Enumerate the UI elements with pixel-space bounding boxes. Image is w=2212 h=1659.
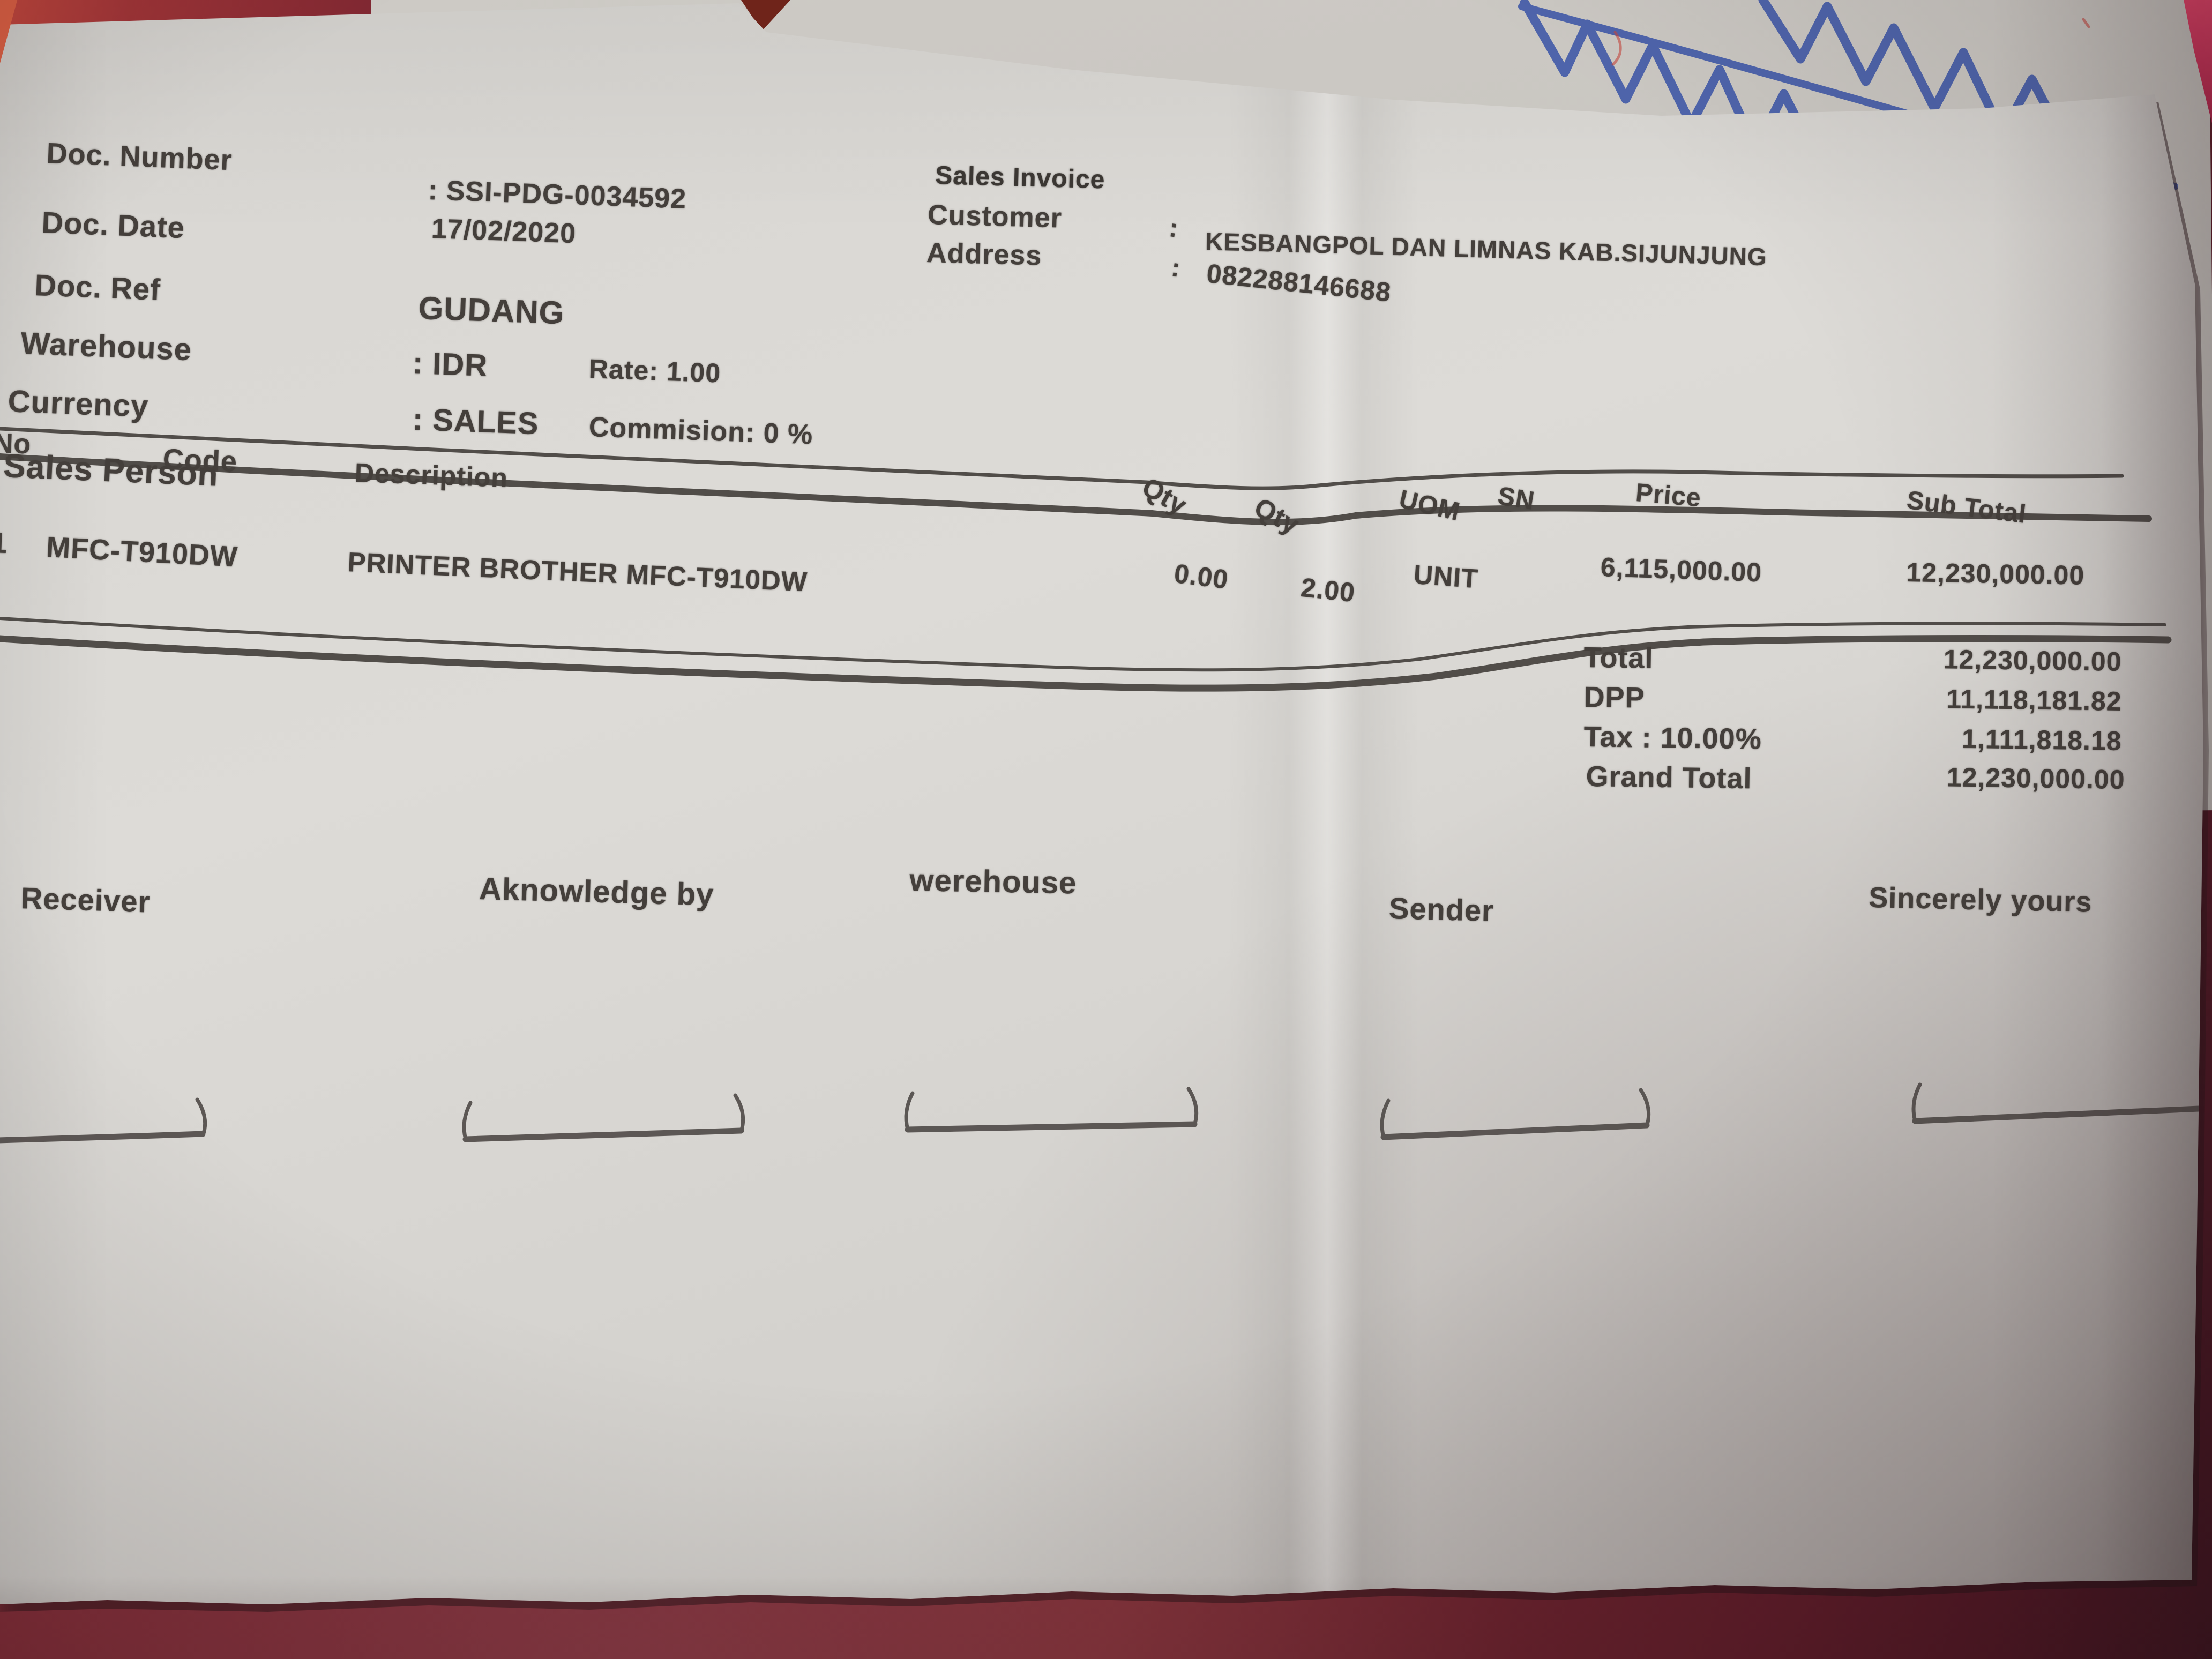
row-qty2: 2.00 [1299, 572, 1357, 608]
signature-sender: Sender [1388, 891, 1494, 928]
column-header-price: Price [1634, 478, 1702, 513]
row-no: 1 [0, 526, 8, 560]
column-header-uom: UOM [1396, 484, 1463, 527]
row-price: 6,115,000.00 [1600, 552, 1763, 588]
doc-date-value: 17/02/2020 [430, 213, 577, 250]
doc-date-label: Doc. Date [41, 205, 186, 245]
total-value: 12,230,000.00 [1943, 644, 2122, 677]
row-uom: UNIT [1413, 559, 1479, 594]
column-header-qty1: Qty [1137, 472, 1192, 521]
signature-sincerely-yours: Sincerely yours [1868, 881, 2093, 918]
signature-receiver: Receiver [20, 881, 151, 919]
row-subtotal: 12,230,000.00 [1906, 557, 2085, 591]
grand-total-value: 12,230,000.00 [1946, 762, 2125, 795]
tax-label: Tax : 10.00% [1583, 720, 1762, 756]
row-qty1: 0.00 [1172, 558, 1230, 595]
row-description: PRINTER BROTHER MFC-T910DW [347, 547, 809, 597]
column-header-qty2: Qty [1249, 492, 1305, 540]
invoice-title: Sales Invoice [935, 161, 1106, 195]
signature-warehouse: werehouse [909, 863, 1077, 901]
doc-number-value: : SSI-PDG-0034592 [427, 175, 687, 215]
currency-value: : IDR [412, 346, 489, 383]
column-header-no: No [0, 428, 32, 460]
address-label: Address [926, 237, 1043, 272]
commission-value: Commision: 0 % [588, 412, 814, 451]
dpp-label: DPP [1583, 681, 1646, 714]
warehouse-value: GUDANG [417, 289, 565, 331]
customer-separator: : [1167, 213, 1180, 243]
grand-total-label: Grand Total [1586, 760, 1752, 795]
total-label: Total [1583, 641, 1654, 675]
tax-value: 1,111,818.18 [1961, 723, 2122, 756]
customer-label: Customer [927, 199, 1063, 234]
rate-value: Rate: 1.00 [588, 354, 722, 388]
doc-ref-label: Doc. Ref [34, 268, 161, 307]
dpp-value: 11,118,181.82 [1946, 684, 2122, 716]
doc-number-label: Doc. Number [46, 137, 233, 177]
sales-person-value: : SALES [412, 402, 540, 442]
currency-label: Currency [7, 384, 150, 424]
column-header-description: Description [354, 458, 509, 493]
warehouse-label: Warehouse [20, 326, 193, 368]
column-header-sn: SN [1496, 481, 1537, 516]
column-header-code: Code [162, 443, 238, 478]
column-header-subtotal: Sub Total [1905, 485, 2028, 529]
signature-acknowledge-by: Aknowledge by [479, 871, 715, 913]
customer-value: KESBANGPOL DAN LIMNAS KAB.SIJUNJUNG [1205, 227, 1768, 271]
address-separator: : [1169, 253, 1183, 283]
address-value: 082288146688 [1205, 258, 1393, 308]
row-code: MFC-T910DW [45, 530, 239, 573]
